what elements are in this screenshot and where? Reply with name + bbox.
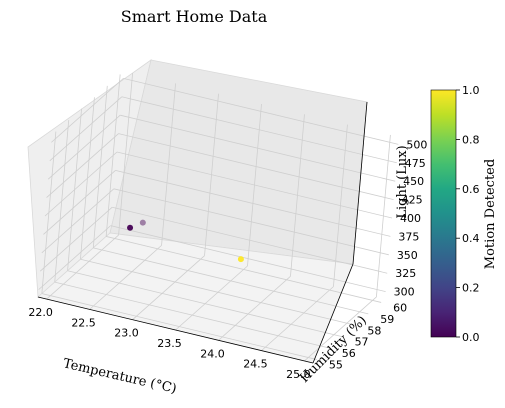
colorbar-tick-label: 0.8: [462, 133, 480, 146]
z-grid-line: [49, 96, 123, 162]
colorbar-tick-label: 0.6: [462, 183, 480, 196]
x-tick-label: 25.0: [286, 368, 311, 381]
z-tick-label: 475: [405, 157, 426, 170]
z-grid-line: [39, 206, 113, 272]
z-grid-line: [44, 151, 118, 217]
z-grid-line: [110, 225, 386, 293]
colorbar-tick-label: 0.2: [462, 282, 480, 295]
y-axis-line: [312, 263, 354, 364]
data-point: [139, 219, 146, 226]
y-tick-label: 58: [367, 324, 381, 337]
z-grid-line: [43, 170, 116, 235]
axes-3d: 22.0 22.5 23.0 23.5 24.0 24.5 25.0 55565758596…: [27, 59, 428, 381]
z-axis-label: Light (Lux): [395, 145, 410, 218]
x-grid-line: [218, 276, 291, 341]
y-tick-label: 57: [355, 336, 369, 349]
z-grid-line: [121, 96, 397, 164]
z-grid-line: [41, 188, 115, 254]
data-point: [127, 224, 134, 231]
grid-lines: [38, 73, 399, 362]
z-tick-labels: 300 325 350 375 400 425 450 475 500: [394, 138, 428, 298]
z-grid-line: [51, 78, 124, 143]
x-tick-label: 24.0: [200, 347, 225, 360]
x-grid-line: [89, 245, 162, 310]
z-tick-label: 375: [398, 230, 419, 243]
colorbar-gradient: [430, 89, 457, 338]
z-tick-label: 325: [395, 267, 416, 280]
x-tick-label: 22.5: [71, 316, 96, 329]
z-grid-line: [38, 225, 111, 290]
z-grid-line: [116, 151, 393, 219]
y-tick-label: 60: [393, 301, 407, 314]
z-grid-line: [47, 114, 121, 180]
data-points: [127, 219, 244, 263]
y-grid-line: [54, 281, 330, 349]
x-tick-label: 23.5: [157, 337, 182, 350]
x-tick-labels: 22.0 22.5 23.0 23.5 24.0 24.5 25.0: [28, 306, 310, 381]
x-grid-line: [175, 265, 248, 331]
chart-title: Smart Home Data: [121, 7, 268, 26]
z-grid-line: [46, 133, 119, 198]
y-grid-line: [93, 247, 369, 315]
y-grid-line: [67, 270, 343, 338]
x-axis-line: [37, 296, 314, 364]
z-grid-line: [123, 77, 399, 145]
colorbar-tick-labels: 0.0 0.2 0.4 0.6 0.8 1.0: [456, 84, 480, 344]
z-grid-line: [118, 133, 394, 200]
z-tick-label: 425: [402, 194, 423, 207]
z-grid-line: [113, 188, 389, 256]
colorbar: 0.0 0.2 0.4 0.6 0.8 1.0 Motion Detected: [430, 84, 498, 344]
x-grid-line: [132, 255, 205, 320]
y-tick-label: 55: [329, 359, 343, 372]
z-grid-line: [120, 114, 396, 182]
colorbar-tick-label: 0.4: [462, 232, 480, 245]
axis-lines: [37, 101, 368, 364]
x-tick-label: 22.0: [28, 306, 53, 319]
z-grid-line: [112, 206, 388, 274]
colorbar-tick-label: 0.0: [462, 331, 480, 344]
x-grid-line: [261, 286, 334, 351]
y-grid-line: [80, 258, 356, 326]
z-axis-line: [352, 101, 368, 265]
y-grid-line: [106, 236, 382, 303]
x-axis-label: Temperature (°C): [62, 356, 178, 397]
x-grid-line: [304, 296, 377, 362]
colorbar-label: Motion Detected: [483, 159, 498, 269]
colorbar-tick-label: 1.0: [462, 84, 480, 97]
x-tick-label: 24.5: [243, 358, 268, 371]
data-point: [237, 256, 244, 263]
z-tick-label: 400: [400, 212, 421, 225]
z-tick-label: 300: [394, 286, 415, 299]
x-tick-label: 23.0: [114, 327, 139, 340]
x-grid-line: [46, 234, 119, 300]
z-tick-label: 500: [406, 138, 427, 151]
z-tick-label: 350: [397, 249, 418, 262]
y-tick-label: 59: [380, 313, 394, 326]
z-tick-label: 450: [403, 175, 424, 188]
z-grid-line: [115, 170, 391, 237]
y-grid-line: [41, 293, 317, 360]
y-tick-label: 56: [342, 347, 356, 360]
